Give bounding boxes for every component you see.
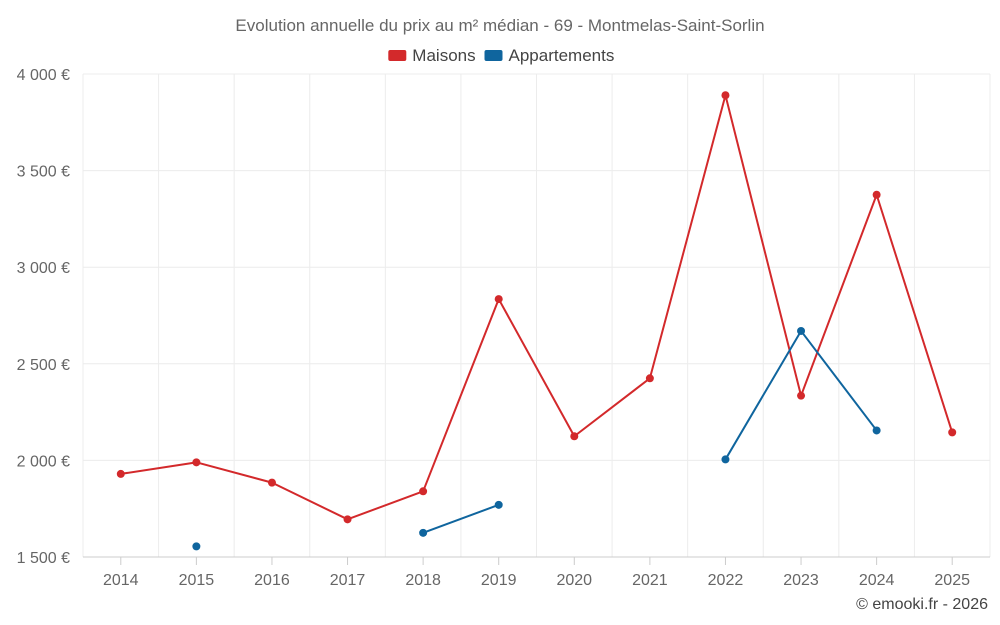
data-point-maisons bbox=[645, 374, 654, 383]
data-point-appartements bbox=[192, 542, 201, 551]
data-point-maisons bbox=[797, 391, 806, 400]
x-tick-label: 2021 bbox=[632, 572, 668, 589]
data-point-maisons bbox=[948, 428, 957, 437]
series-line-appartements bbox=[422, 503, 500, 534]
y-tick-label: 3 000 € bbox=[17, 260, 70, 277]
data-point-maisons bbox=[116, 469, 125, 478]
data-point-appartements bbox=[419, 528, 428, 537]
legend-label: Maisons bbox=[412, 46, 475, 65]
data-point-appartements bbox=[721, 455, 730, 464]
legend: Maisons Appartements bbox=[388, 46, 614, 65]
x-tick-label: 2022 bbox=[708, 572, 744, 589]
legend-swatch bbox=[484, 50, 503, 61]
y-tick-label: 1 500 € bbox=[17, 550, 70, 567]
data-point-appartements bbox=[872, 426, 881, 435]
credit-text: © emooki.fr - 2026 bbox=[856, 596, 988, 613]
data-point-maisons bbox=[494, 295, 503, 304]
series-line-maisons bbox=[120, 94, 954, 521]
plot-area bbox=[116, 91, 957, 551]
data-point-maisons bbox=[343, 515, 352, 524]
x-tick-label: 2024 bbox=[859, 572, 895, 589]
x-tick-label: 2018 bbox=[405, 572, 441, 589]
x-tick-label: 2014 bbox=[103, 572, 139, 589]
chart-title: Evolution annuelle du prix au m² médian … bbox=[235, 16, 764, 35]
x-tick-label: 2015 bbox=[179, 572, 215, 589]
y-axis: 1 500 € 2 000 € 2 500 € 3 000 € 3 500 € 4 000… bbox=[17, 67, 70, 567]
data-point-maisons bbox=[721, 91, 730, 100]
data-point-maisons bbox=[872, 190, 881, 199]
data-point-appartements bbox=[797, 326, 806, 335]
grid bbox=[82, 73, 991, 557]
y-tick-label: 4 000 € bbox=[17, 67, 70, 84]
x-tick-label: 2023 bbox=[783, 572, 819, 589]
data-point-maisons bbox=[419, 487, 428, 496]
x-tick-label: 2017 bbox=[330, 572, 366, 589]
data-point-maisons bbox=[267, 478, 276, 487]
data-point-maisons bbox=[570, 432, 579, 441]
x-tick-label: 2025 bbox=[934, 572, 970, 589]
x-axis: 2014 2015 2016 2017 2018 2019 2020 2021 2022 2023… bbox=[83, 556, 990, 589]
legend-swatch bbox=[388, 50, 407, 61]
y-tick-label: 3 500 € bbox=[17, 164, 70, 181]
y-tick-label: 2 000 € bbox=[17, 453, 70, 470]
x-tick-label: 2020 bbox=[556, 572, 592, 589]
legend-label: Appartements bbox=[509, 46, 615, 65]
x-tick-label: 2019 bbox=[481, 572, 517, 589]
x-tick-label: 2016 bbox=[254, 572, 290, 589]
data-point-maisons bbox=[192, 458, 201, 467]
legend-item-appartements[interactable]: Appartements bbox=[484, 46, 615, 65]
legend-item-maisons[interactable]: Maisons bbox=[388, 46, 476, 65]
y-tick-label: 2 500 € bbox=[17, 357, 70, 374]
data-point-appartements bbox=[494, 500, 503, 509]
